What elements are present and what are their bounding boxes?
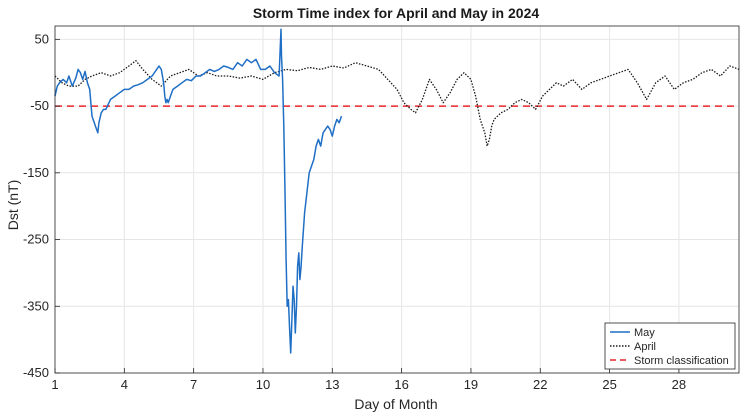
y-tick-label: -50 xyxy=(30,98,49,113)
plot-area xyxy=(55,26,739,373)
x-tick-label: 25 xyxy=(602,377,616,392)
x-tick-label: 4 xyxy=(121,377,128,392)
series-layer xyxy=(54,28,740,354)
y-tick-label: -450 xyxy=(23,365,49,380)
legend-label: April xyxy=(634,341,656,353)
chart-title: Storm Time index for April and May in 20… xyxy=(253,5,540,21)
legend: May April Storm classification xyxy=(604,322,736,370)
y-tick-label: -350 xyxy=(23,298,49,313)
x-tick-label: 22 xyxy=(533,377,547,392)
x-axis-label: Day of Month xyxy=(354,396,437,412)
y-tick-label: -250 xyxy=(23,232,49,247)
x-tick-label: 13 xyxy=(325,377,339,392)
x-tick-label: 10 xyxy=(256,377,270,392)
x-tick-label: 7 xyxy=(190,377,197,392)
x-tick-label: 28 xyxy=(672,377,686,392)
legend-label: May xyxy=(634,327,655,339)
x-tick-label: 1 xyxy=(51,377,58,392)
legend-label: Storm classification xyxy=(634,355,729,367)
x-tick-label: 16 xyxy=(394,377,408,392)
plot-frame xyxy=(54,25,740,374)
x-axis-ticks: 1 4 7 10 13 16 19 22 25 28 xyxy=(51,368,686,392)
x-tick-label: 19 xyxy=(464,377,478,392)
may-series-line xyxy=(54,28,343,354)
y-axis-label: Dst (nT) xyxy=(5,180,21,231)
april-series-line xyxy=(54,60,740,147)
y-tick-label: -150 xyxy=(23,165,49,180)
y-tick-label: 50 xyxy=(35,31,49,46)
y-axis-ticks: 50 -50 -150 -250 -350 -450 xyxy=(23,31,60,380)
legend-box xyxy=(604,322,736,370)
